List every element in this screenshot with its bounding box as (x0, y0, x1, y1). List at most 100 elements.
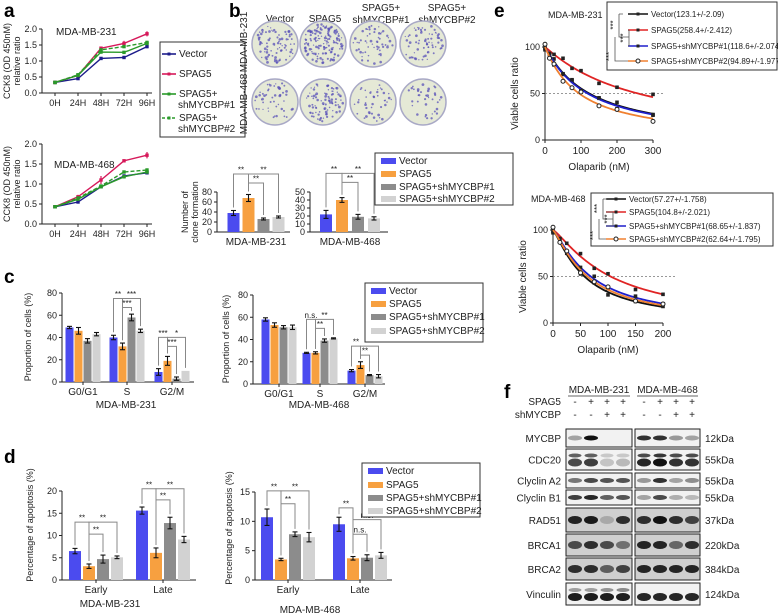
x-tick-label: 24H (70, 98, 87, 108)
colony (326, 109, 329, 111)
legend-swatch (381, 171, 396, 177)
protein-band (616, 478, 630, 483)
colony (415, 34, 418, 38)
blot-strip (634, 557, 701, 581)
significance-bracket (315, 327, 325, 349)
x-tick-label: 100 (573, 146, 590, 157)
chart-title: MDA-MB-468 (531, 194, 586, 204)
colony (365, 27, 368, 31)
legend-marker (167, 116, 171, 120)
colony (312, 44, 315, 46)
colony (262, 101, 265, 104)
significance-bracket (341, 181, 359, 212)
y-tick-label: 0.0 (24, 88, 37, 98)
colony (325, 40, 328, 43)
bar-1 (270, 325, 279, 384)
colony (371, 43, 374, 45)
colony (434, 46, 437, 48)
colony (320, 28, 323, 31)
significance-label: ** (321, 311, 327, 320)
legend-swatch (368, 482, 383, 488)
data-point (660, 301, 666, 307)
colony (266, 55, 269, 58)
y-tick-label: 40 (238, 335, 248, 345)
colony (317, 26, 319, 28)
significance-label: ** (353, 338, 359, 347)
condition-sign: + (657, 397, 663, 408)
colony (356, 41, 358, 44)
protein-band (669, 458, 683, 467)
colony (276, 36, 279, 39)
colony (416, 113, 419, 116)
molecular-weight-label: 220kDa (705, 541, 740, 552)
colony (334, 101, 337, 104)
y-tick-label: 0 (52, 377, 57, 387)
plate-column-label: SPAG5+ (362, 3, 401, 14)
colony (287, 38, 289, 41)
protein-band (568, 565, 582, 573)
colony (317, 30, 320, 33)
y-tick-label: 40 (295, 195, 305, 205)
colony (426, 50, 430, 54)
condition-sign: + (604, 397, 610, 408)
x-tick-label: 96H (139, 229, 156, 239)
panel-label: b (229, 1, 241, 22)
protein-band (637, 458, 651, 467)
colony (322, 117, 325, 119)
protein-band (669, 565, 683, 573)
colony (381, 45, 385, 49)
colony (309, 31, 312, 34)
colony (410, 86, 413, 90)
significance-bracket (360, 354, 370, 372)
colony (269, 101, 272, 103)
data-point (633, 294, 638, 298)
colony (357, 48, 360, 51)
data-point (557, 239, 563, 245)
blot-frame (565, 582, 633, 606)
colony (331, 115, 334, 118)
colony (304, 33, 307, 36)
x-tick-label: 150 (627, 329, 644, 340)
colony (315, 83, 317, 85)
blot-row-label: CDC20 (528, 456, 561, 467)
colony (261, 92, 264, 95)
colony (380, 88, 383, 91)
blot-frame (565, 448, 633, 471)
colony (441, 44, 444, 48)
x-tick-label: 100 (600, 329, 617, 340)
y-tick-label: 1.0 (24, 56, 37, 66)
colony (378, 49, 381, 52)
y-tick-label: 0 (245, 575, 250, 585)
colony (262, 108, 264, 110)
colony (318, 118, 322, 121)
colony (440, 38, 443, 42)
data-point (558, 236, 562, 241)
colony (273, 115, 276, 117)
colony (358, 41, 360, 44)
colony (332, 88, 335, 90)
colony (332, 41, 336, 44)
colony (340, 45, 344, 48)
colony (369, 39, 373, 43)
data-point (547, 55, 552, 61)
colony (304, 38, 307, 41)
colony (370, 91, 372, 93)
colony (317, 39, 319, 41)
y-tick-label: 20 (202, 217, 212, 227)
colony (411, 104, 414, 107)
colony (327, 30, 330, 33)
colony (288, 33, 291, 36)
colony (322, 42, 325, 45)
colony (377, 89, 379, 91)
colony (333, 53, 337, 56)
colony (314, 94, 317, 96)
colony (366, 42, 368, 44)
legend-label: SPAG5(104.8+/-2.021) (629, 208, 710, 217)
significance-label: ** (292, 482, 298, 491)
legend-label: SPAG5+shMYCBP#2(94.89+/-1.977) (651, 57, 778, 66)
colony (430, 25, 433, 28)
colony (270, 49, 272, 52)
colony (428, 41, 430, 44)
bar-3 (303, 537, 315, 580)
colony (289, 43, 292, 45)
